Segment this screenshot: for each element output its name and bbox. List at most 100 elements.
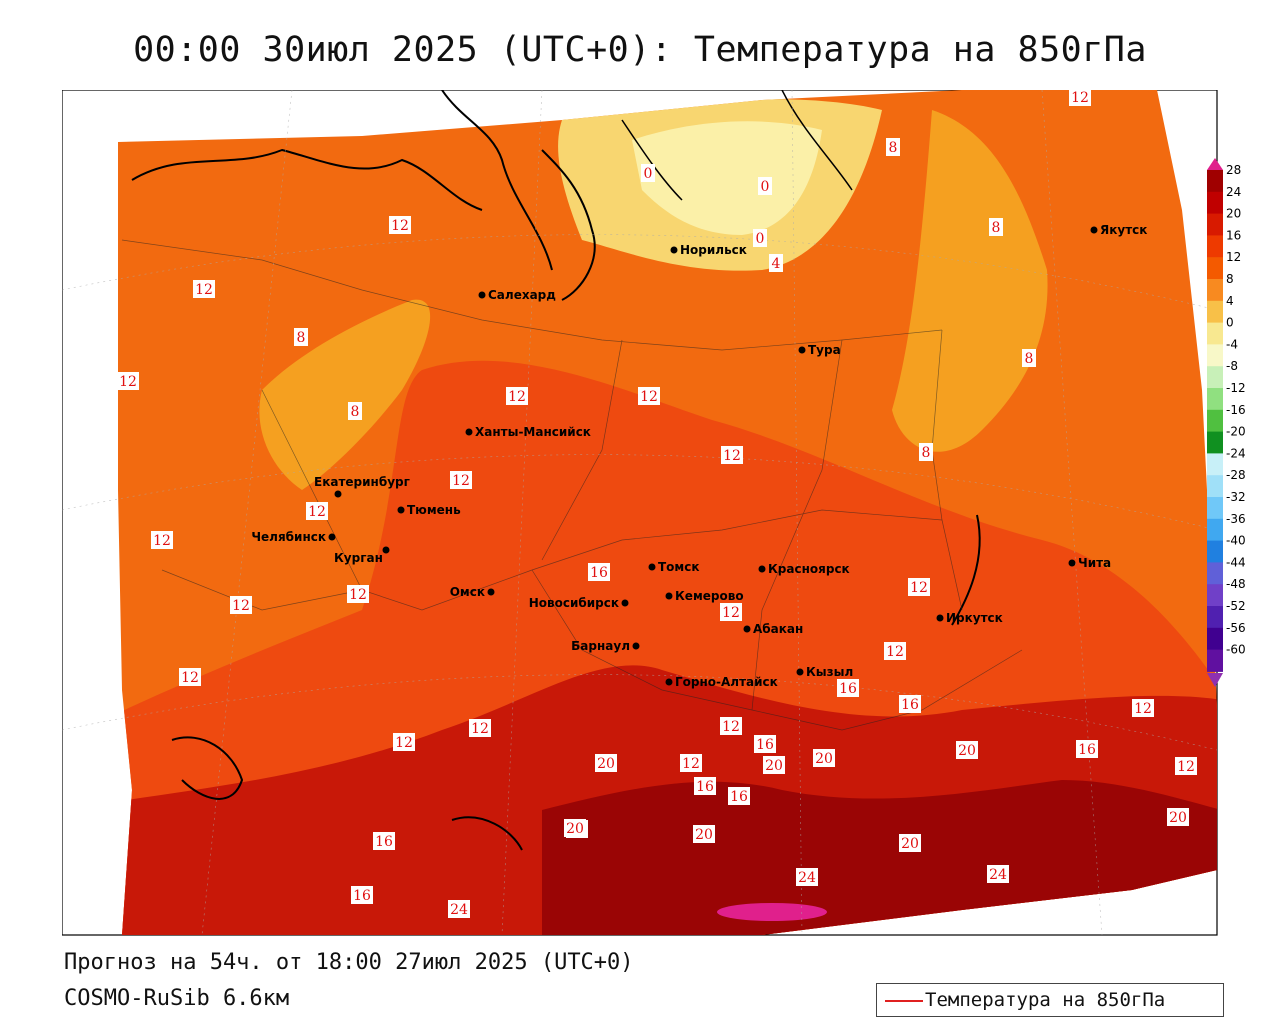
colorbar-segment <box>1207 366 1223 389</box>
contour-label: 4 <box>769 254 783 272</box>
contour-label: 20 <box>763 756 785 774</box>
contour-label-value: 16 <box>756 737 774 753</box>
colorbar-tick-label: 8 <box>1226 272 1234 286</box>
city-marker: Новосибирск <box>529 596 629 610</box>
temp-zone-8-west <box>259 299 431 490</box>
contour-label-value: 12 <box>722 719 740 735</box>
contour-label: 20 <box>595 754 617 772</box>
contour-label-box <box>306 502 328 520</box>
city-marker: Красноярск <box>758 562 850 576</box>
city-dot <box>758 565 766 573</box>
city-dot <box>796 668 804 676</box>
colorbar-segment <box>1207 431 1223 454</box>
colorbar-segment <box>1207 562 1223 585</box>
contour-label-box <box>720 603 742 621</box>
contour-label-box <box>230 596 252 614</box>
contour-label-value: 20 <box>901 836 919 852</box>
contour-label: 16 <box>1076 740 1098 758</box>
contour-label-box <box>721 446 743 464</box>
contour-label: 8 <box>886 138 900 156</box>
colorbar-segment <box>1207 606 1223 629</box>
contour-label-box <box>987 865 1009 883</box>
city-label: Якутск <box>1100 223 1147 237</box>
contour-label-value: 24 <box>450 902 468 918</box>
contour-label-value: 12 <box>471 721 489 737</box>
contour-label: 0 <box>758 177 772 195</box>
contour-label-box <box>753 229 767 247</box>
city-label: Абакан <box>753 622 803 636</box>
contour-label-value: 12 <box>682 756 700 772</box>
contour-label-value: 12 <box>910 580 928 596</box>
contour-label: 8 <box>294 328 308 346</box>
contour-label-box <box>450 471 472 489</box>
contour-label-box <box>693 825 715 843</box>
contour-label: 0 <box>753 229 767 247</box>
contour-label: 12 <box>1069 90 1091 106</box>
contour-label: 12 <box>450 471 472 489</box>
contour-label-box <box>151 531 173 549</box>
city-label: Томск <box>658 560 700 574</box>
contour-label-value: 20 <box>958 743 976 759</box>
colorbar-segment <box>1207 191 1223 215</box>
contour-label: 12 <box>884 642 906 660</box>
colorbar-tick-label: -20 <box>1226 425 1246 439</box>
colorbar-tick-label: -44 <box>1226 555 1246 569</box>
contour-label-box <box>813 749 835 767</box>
contour-label-box <box>899 695 921 713</box>
contour-label-value: 16 <box>375 834 393 850</box>
contour-label: 16 <box>899 695 921 713</box>
colorbar-tick-label: -56 <box>1226 621 1246 635</box>
contour-label: 12 <box>117 372 139 390</box>
colorbar-tick-label: 24 <box>1226 185 1241 199</box>
contour-label-box <box>989 218 1003 236</box>
contour-label-box <box>694 777 716 795</box>
contour-label-box <box>1132 699 1154 717</box>
colorbar-tick-label: -52 <box>1226 599 1246 613</box>
contour-label-box <box>1076 740 1098 758</box>
city-marker: Горно-Алтайск <box>665 675 778 689</box>
city-dot <box>936 614 944 622</box>
contour-label: 12 <box>389 216 411 234</box>
contour-label: 16 <box>728 787 750 805</box>
colorbar-segment <box>1207 388 1223 411</box>
colorbar-segment <box>1207 649 1223 672</box>
contour-label: 12 <box>720 603 742 621</box>
colorbar-tick-label: -8 <box>1226 359 1238 373</box>
colorbar-segment <box>1207 344 1223 367</box>
colorbar-bottom-arrow <box>1207 673 1223 687</box>
city-dot <box>665 592 673 600</box>
contour-label-value: 20 <box>1169 810 1187 826</box>
temp-zone-28 <box>717 903 827 921</box>
city-label: Барнаул <box>571 639 630 653</box>
contour-label-box <box>837 679 859 697</box>
city-dot <box>487 588 495 596</box>
city-label: Кызыл <box>806 665 853 679</box>
contour-label-value: 20 <box>566 821 584 837</box>
contour-label: 20 <box>693 825 715 843</box>
colorbar-top-arrow <box>1207 158 1223 170</box>
contour-label-box <box>1022 349 1036 367</box>
colorbar-segment <box>1207 279 1223 302</box>
colorbar-segment <box>1207 453 1223 476</box>
city-layer: Норильск Якутск Салехард Тура Ханты-Мансийск… <box>251 223 1147 689</box>
graticule <box>62 90 1217 935</box>
map-title: 00:00 30июл 2025 (UTC+0): Температура на… <box>133 30 1147 70</box>
colorbar-segment <box>1207 627 1223 651</box>
contour-label-box <box>1167 808 1189 826</box>
contour-label-value: 16 <box>839 681 857 697</box>
contour-label-value: 0 <box>756 231 765 247</box>
contour-label: 16 <box>351 886 373 904</box>
contour-label: 16 <box>837 679 859 697</box>
contour-label-value: 12 <box>886 644 904 660</box>
contour-label-box <box>393 733 415 751</box>
contour-label-value: 12 <box>723 448 741 464</box>
contour-label-box <box>1175 757 1197 775</box>
city-marker: Екатеринбург <box>314 475 410 498</box>
contour-label: 20 <box>564 819 586 837</box>
contour-label: 12 <box>179 668 201 686</box>
contour-label-box <box>1069 90 1091 106</box>
contour-label-value: 12 <box>452 473 470 489</box>
legend-line-swatch <box>885 1000 923 1002</box>
contour-label-box <box>899 834 921 852</box>
contour-label-box <box>638 387 660 405</box>
